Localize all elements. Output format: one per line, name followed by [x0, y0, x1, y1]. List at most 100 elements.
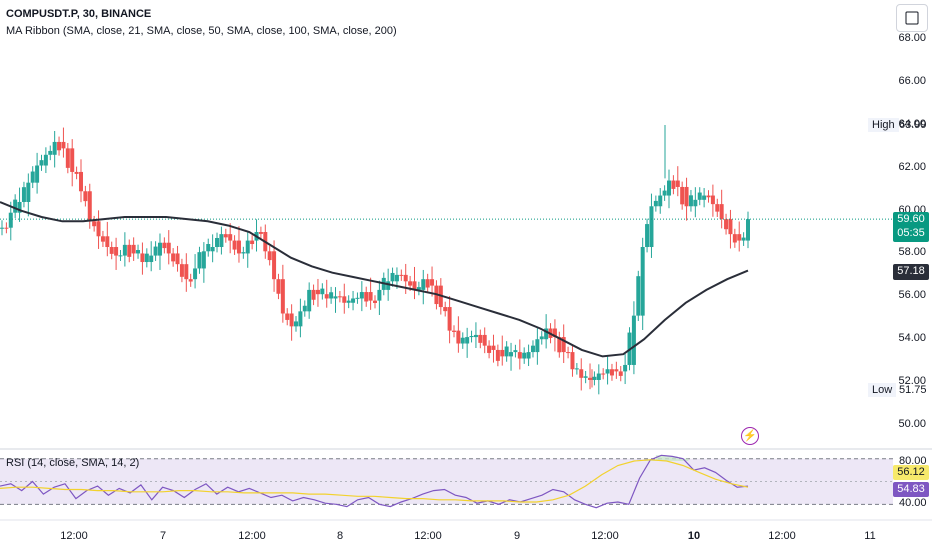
candle-body	[0, 227, 4, 229]
candle-body	[451, 330, 456, 332]
candle-body	[500, 349, 505, 357]
candle-body	[267, 251, 272, 261]
candle-body	[153, 246, 158, 256]
candle-body	[715, 204, 720, 212]
candle-body	[258, 232, 263, 234]
time-tick-label: 8	[336, 530, 344, 542]
candle-body	[675, 180, 680, 187]
candle-body	[171, 253, 176, 262]
candle-body	[539, 336, 544, 340]
candle-body	[596, 373, 601, 380]
rsi-legend[interactable]: RSI (14, close, SMA, 14, 2)	[6, 457, 140, 469]
maximize-button[interactable]	[896, 4, 928, 32]
candle-body	[487, 345, 492, 353]
candle-body	[298, 311, 303, 327]
candle-body	[693, 199, 698, 207]
price-tick-label: 64.00	[898, 117, 926, 130]
candle-body	[394, 274, 399, 282]
candle-body	[96, 221, 101, 237]
price-tick-label: 54.00	[898, 332, 926, 345]
bar-countdown: 05:35	[897, 227, 925, 239]
candle-body	[78, 171, 83, 192]
time-tick-label: 11	[864, 530, 876, 542]
candle-body	[219, 234, 224, 248]
time-tick-label: 12:00	[60, 530, 88, 542]
time-tick-label: 12:00	[414, 530, 442, 542]
candle-body	[544, 328, 549, 340]
candle-body	[65, 148, 70, 168]
lightning-icon[interactable]: ⚡	[741, 427, 759, 445]
time-tick-label: 10	[687, 530, 701, 542]
candle-body	[140, 253, 145, 263]
ma-value-tag: 57.18	[893, 264, 929, 280]
candle-body	[13, 199, 18, 213]
candle-body	[272, 251, 277, 280]
candle-body	[456, 330, 461, 344]
symbol-title[interactable]: COMPUSDT.P, 30, BINANCE	[6, 8, 152, 20]
candle-body	[351, 298, 356, 303]
time-tick-label: 12:00	[768, 530, 796, 542]
candle-body	[52, 141, 57, 155]
candle-body	[364, 292, 369, 302]
candle-body	[530, 345, 535, 353]
candle-body	[583, 376, 588, 378]
high-value: 63.99	[899, 119, 927, 131]
candle-body	[35, 165, 40, 183]
candle-body	[17, 201, 22, 213]
candle-body	[430, 279, 435, 286]
candle-body	[495, 349, 500, 361]
candle-body	[658, 195, 663, 207]
candle-body	[684, 186, 689, 207]
candle-body	[460, 337, 465, 344]
candle-body	[289, 313, 294, 327]
candle-body	[403, 274, 408, 282]
candle-body	[315, 289, 320, 295]
candle-body	[478, 334, 483, 343]
candle-body	[509, 352, 514, 357]
candle-body	[232, 240, 237, 250]
candle-body	[557, 337, 562, 353]
candle-body	[416, 287, 421, 290]
candle-body	[746, 219, 750, 241]
candle-body	[574, 368, 579, 370]
candle-body	[342, 296, 347, 303]
candle-body	[649, 206, 654, 248]
candle-body	[719, 204, 724, 220]
candle-body	[92, 221, 97, 227]
price-tick-label: 56.00	[898, 289, 926, 302]
candle-body	[386, 281, 391, 290]
rsi-sma-line	[0, 459, 749, 503]
candle-body	[491, 345, 496, 350]
price-tick-label: 58.00	[898, 246, 926, 259]
candle-body	[48, 150, 53, 155]
candle-body	[179, 264, 184, 277]
candle-body	[588, 377, 593, 380]
candle-body	[592, 376, 597, 380]
rsi-overbought-fill	[666, 456, 678, 461]
candle-body	[26, 182, 31, 202]
candle-body	[552, 328, 557, 338]
candle-body	[70, 148, 75, 172]
price-tick-label: 62.00	[898, 160, 926, 173]
ma-ribbon-legend[interactable]: MA Ribbon (SMA, close, 21, SMA, close, 5…	[6, 25, 397, 37]
time-tick-label: 9	[513, 530, 521, 542]
price-tick-label: 66.00	[898, 74, 926, 87]
candle-body	[61, 141, 66, 149]
candle-body	[149, 255, 154, 263]
candle-body	[109, 247, 114, 254]
candle-body	[447, 307, 452, 331]
candle-body	[329, 292, 334, 299]
rsi-overbought-fill	[677, 458, 689, 461]
candle-body	[653, 200, 658, 207]
candle-body	[421, 279, 426, 290]
candle-body	[662, 190, 667, 196]
high-label: High	[868, 118, 899, 132]
candle-body	[127, 244, 132, 257]
candle-body	[482, 334, 487, 346]
candle-body	[201, 251, 206, 269]
candle-body	[74, 171, 79, 174]
candle-body	[688, 195, 693, 207]
time-tick-label: 12:00	[238, 530, 266, 542]
